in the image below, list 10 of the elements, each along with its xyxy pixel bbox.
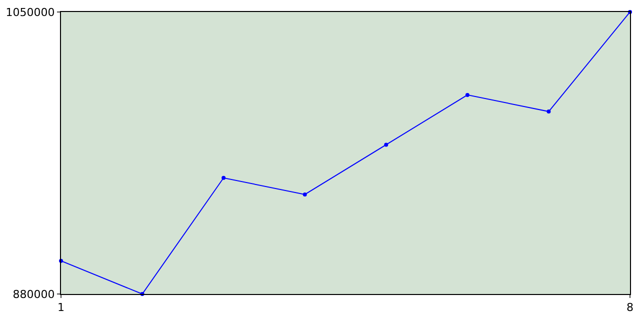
point: [465, 92, 470, 97]
y-tick-label: 880000: [12, 288, 55, 301]
x-tick-label: 8: [626, 301, 634, 314]
point: [222, 176, 226, 180]
y-tick-label: 1050000: [6, 6, 55, 19]
point: [546, 110, 551, 114]
line-series: [59, 10, 632, 296]
x-tick-label: 1: [58, 301, 64, 314]
point: [302, 192, 307, 196]
point: [384, 142, 388, 147]
